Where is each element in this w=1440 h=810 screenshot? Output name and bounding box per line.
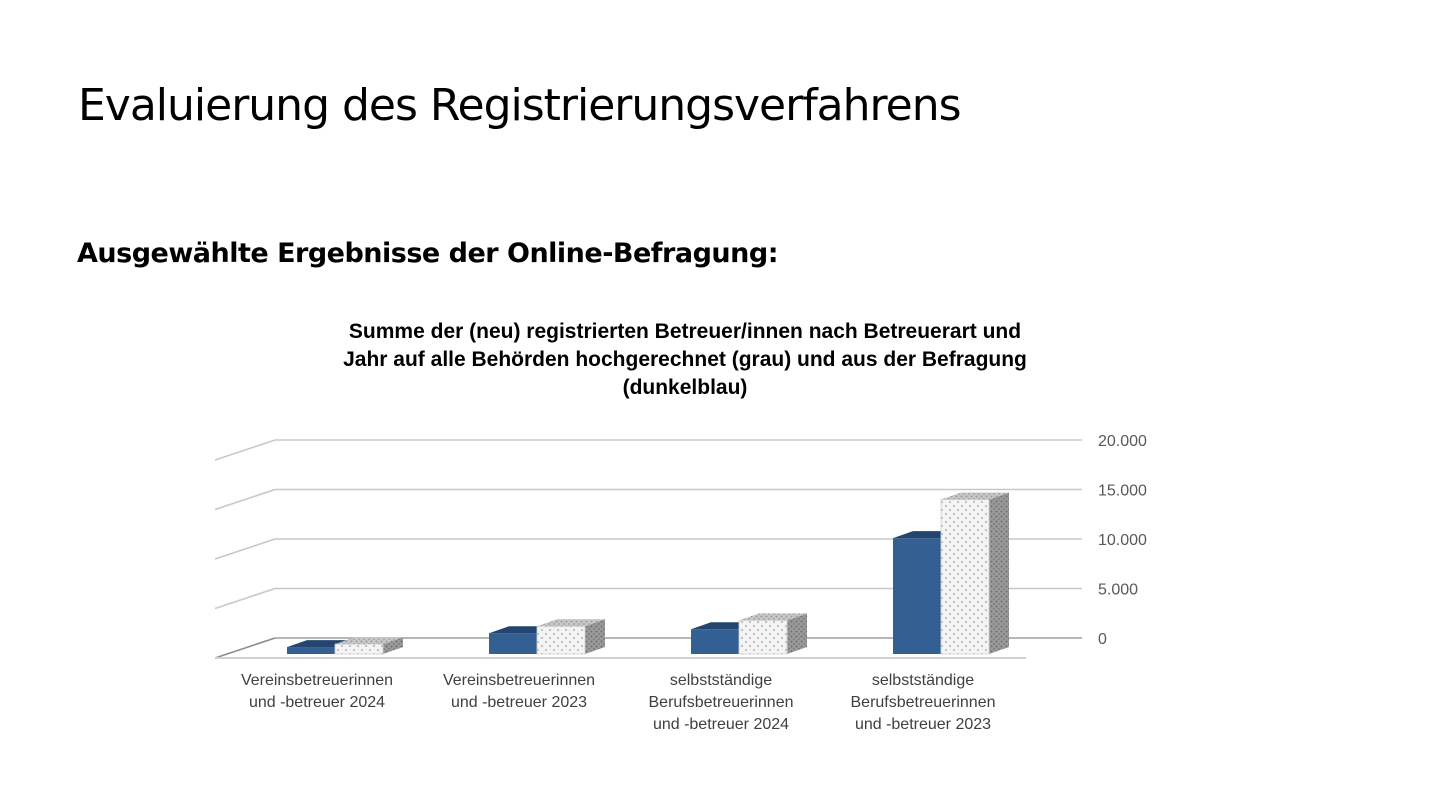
bar-top xyxy=(941,492,1009,500)
bar-side xyxy=(787,613,807,654)
y-tick-label: 20.000 xyxy=(1098,433,1147,450)
y-tick-label: 0 xyxy=(1098,631,1107,648)
x-category-label-line: Vereinsbetreuerinnen xyxy=(442,672,596,689)
bar-side xyxy=(383,637,403,654)
x-category-label: selbstständige Berufsbetreuerinnen und -be… xyxy=(621,670,821,736)
bar xyxy=(287,647,335,654)
bar xyxy=(691,629,739,654)
bar-top xyxy=(739,613,807,621)
x-category-label-line: selbstständige xyxy=(871,672,975,689)
bar xyxy=(893,538,941,654)
x-category-label-line: Berufsbetreuerinnen xyxy=(648,694,794,711)
side-wall-gridline xyxy=(214,587,276,610)
slide-title: Evaluierung des Registrierungsverfahrens xyxy=(78,80,962,131)
slide-subtitle: Ausgewählte Ergebnisse der Online-Befrag… xyxy=(77,238,779,269)
y-tick-label: 15.000 xyxy=(1098,483,1147,500)
x-category-label: Vereinsbetreuerinnen und -betreuer 2023 xyxy=(419,670,619,714)
chart-title-line: Summe der (neu) registrierten Betreuer/i… xyxy=(348,320,1022,343)
bar xyxy=(940,499,990,655)
bar xyxy=(334,643,384,655)
x-category-label-line: und -betreuer 2024 xyxy=(652,716,790,733)
side-wall-gridline xyxy=(214,439,276,461)
x-category-label-line: selbstständige xyxy=(669,672,773,689)
x-category-label-line: Vereinsbetreuerinnen xyxy=(240,672,394,689)
x-category-label-line: und -betreuer 2023 xyxy=(854,716,992,733)
bar-side xyxy=(585,619,605,654)
x-category-label-line: und -betreuer 2024 xyxy=(248,694,386,711)
chart-title: Summe der (neu) registrierten Betreuer/i… xyxy=(255,318,1115,402)
chart-title-line: (dunkelblau) xyxy=(622,376,748,399)
y-tick-label: 10.000 xyxy=(1098,532,1147,549)
y-tick-label: 5.000 xyxy=(1098,582,1138,599)
chart-title-line: Jahr auf alle Behörden hochgerechnet (gr… xyxy=(343,348,1027,371)
x-category-label: Vereinsbetreuerinnen und -betreuer 2024 xyxy=(217,670,417,714)
bar-top xyxy=(335,637,403,645)
bar xyxy=(738,619,788,655)
bar-top xyxy=(537,619,605,627)
side-wall-gridline xyxy=(214,488,276,511)
x-category-label-line: Berufsbetreuerinnen xyxy=(850,694,996,711)
side-wall-gridline xyxy=(214,637,276,659)
x-category-label-line: und -betreuer 2023 xyxy=(450,694,588,711)
bar-side xyxy=(989,492,1009,654)
side-wall-gridline xyxy=(214,538,276,560)
x-category-label: selbstständige Berufsbetreuerinnen und -be… xyxy=(823,670,1023,736)
bar xyxy=(536,625,586,655)
bar xyxy=(489,633,537,654)
